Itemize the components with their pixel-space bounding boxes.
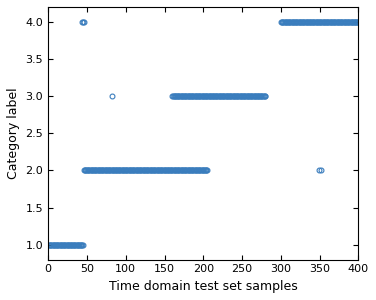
Y-axis label: Category label: Category label <box>7 88 20 179</box>
X-axis label: Time domain test set samples: Time domain test set samples <box>109 280 298 293</box>
